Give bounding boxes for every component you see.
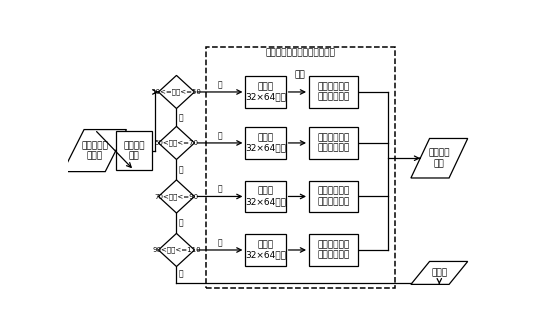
- Text: 缩放到
32×64大小: 缩放到 32×64大小: [245, 240, 286, 260]
- Text: 自相似性度量梯度朝向直方图: 自相似性度量梯度朝向直方图: [265, 49, 335, 58]
- Bar: [309, 127, 358, 159]
- Text: 是: 是: [218, 131, 222, 140]
- Polygon shape: [411, 261, 468, 284]
- Text: 第一分支支持
向量机分类器: 第一分支支持 向量机分类器: [317, 82, 350, 102]
- Text: 计算图像
高度: 计算图像 高度: [123, 141, 145, 160]
- Text: 否: 否: [179, 270, 184, 279]
- Text: 是: 是: [218, 184, 222, 193]
- Text: 90<高度<=110: 90<高度<=110: [152, 247, 201, 253]
- Text: 否: 否: [179, 219, 184, 228]
- Text: 缩放到
32×64大小: 缩放到 32×64大小: [245, 133, 286, 153]
- Text: 任一红外测
试样本: 任一红外测 试样本: [81, 141, 108, 160]
- Bar: [309, 76, 358, 108]
- Text: 非行人: 非行人: [431, 268, 447, 277]
- Text: 否: 否: [179, 165, 184, 174]
- Bar: [246, 127, 286, 159]
- Text: 第四分支支持
向量机分类器: 第四分支支持 向量机分类器: [317, 240, 350, 260]
- Text: 是: 是: [218, 80, 222, 89]
- Text: 行人或非
行人: 行人或非 行人: [428, 149, 450, 168]
- Polygon shape: [159, 233, 195, 266]
- Polygon shape: [159, 180, 195, 213]
- Text: 第三分支支持
向量机分类器: 第三分支支持 向量机分类器: [317, 187, 350, 206]
- Text: 70<高度<=90: 70<高度<=90: [154, 193, 199, 200]
- Polygon shape: [159, 126, 195, 160]
- Text: 否: 否: [179, 113, 184, 122]
- Text: 特征: 特征: [295, 70, 306, 79]
- Text: 缩放到
32×64大小: 缩放到 32×64大小: [245, 82, 286, 102]
- Bar: [116, 131, 152, 170]
- Bar: [246, 234, 286, 266]
- Text: 50<高度<=70: 50<高度<=70: [154, 140, 199, 146]
- Polygon shape: [159, 75, 195, 109]
- Bar: [309, 180, 358, 213]
- Text: 是: 是: [218, 238, 222, 247]
- Bar: [206, 47, 395, 288]
- Bar: [246, 76, 286, 108]
- Text: 10<=高度<=50: 10<=高度<=50: [152, 89, 201, 95]
- Bar: [246, 180, 286, 213]
- Polygon shape: [63, 129, 126, 171]
- Polygon shape: [411, 138, 468, 178]
- Text: 第二分支支持
向量机分类器: 第二分支支持 向量机分类器: [317, 133, 350, 153]
- Bar: [309, 234, 358, 266]
- Text: 缩放到
32×64大小: 缩放到 32×64大小: [245, 187, 286, 206]
